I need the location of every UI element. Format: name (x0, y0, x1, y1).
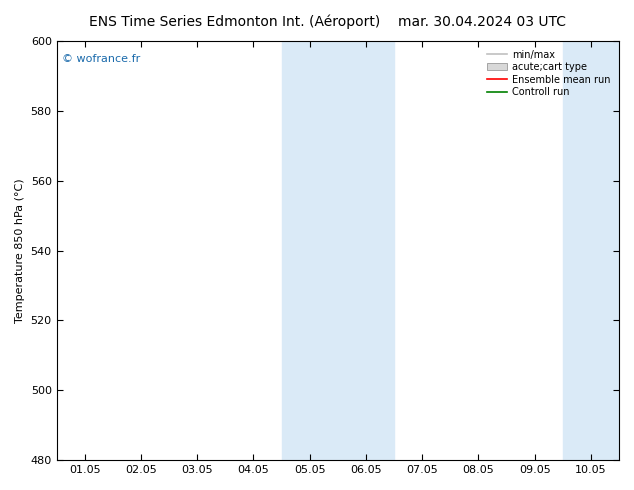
Legend: min/max, acute;cart type, Ensemble mean run, Controll run: min/max, acute;cart type, Ensemble mean … (484, 46, 614, 101)
Bar (563, 41, 619, 460)
Y-axis label: Temperature 850 hPa (°C): Temperature 850 hPa (°C) (15, 178, 25, 323)
Text: ENS Time Series Edmonton Int. (Aéroport): ENS Time Series Edmonton Int. (Aéroport) (89, 15, 380, 29)
Text: © wofrance.fr: © wofrance.fr (62, 53, 141, 64)
Bar (281, 41, 394, 460)
Text: mar. 30.04.2024 03 UTC: mar. 30.04.2024 03 UTC (398, 15, 566, 29)
